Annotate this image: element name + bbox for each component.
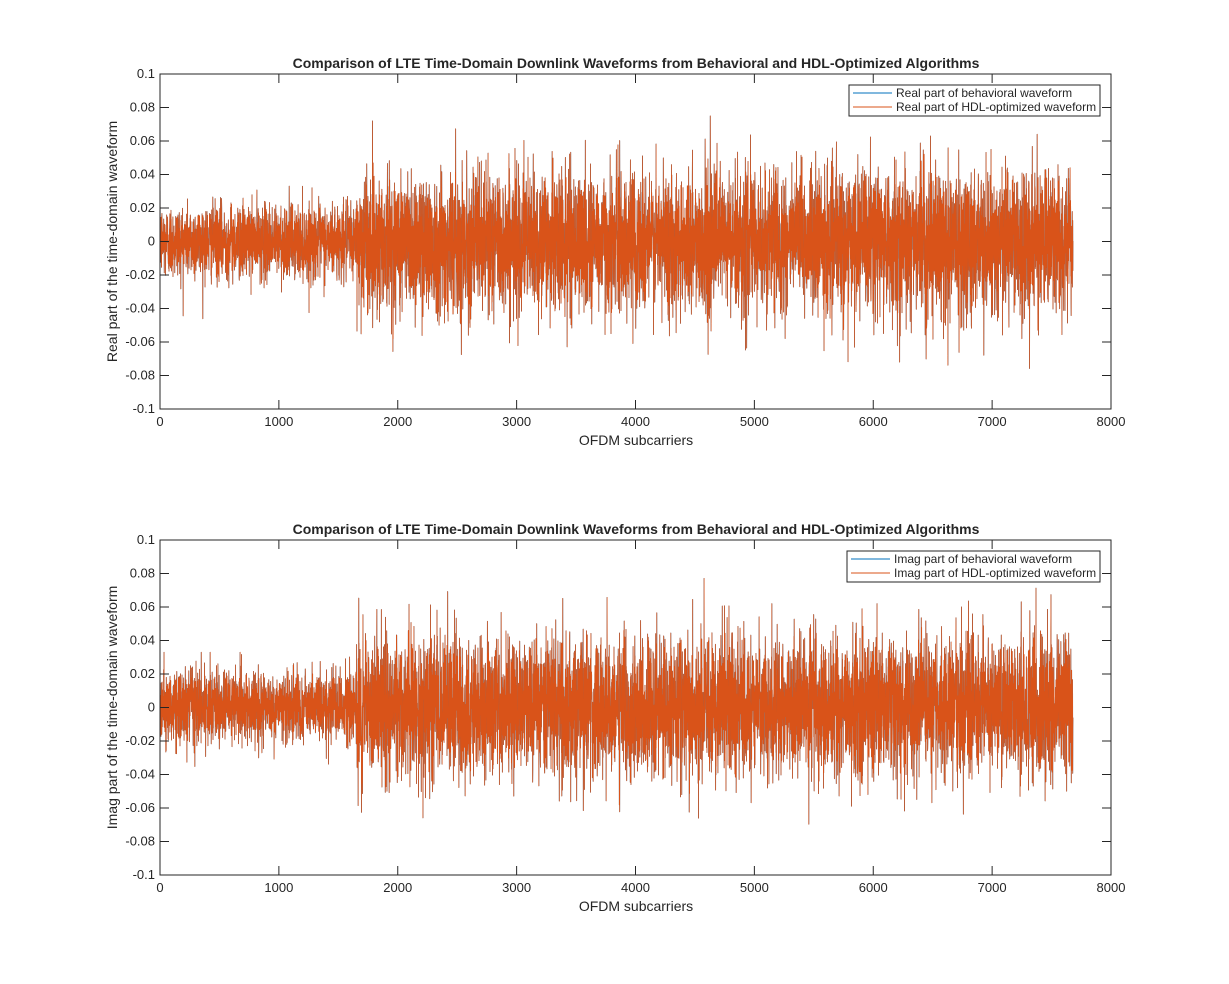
bottom-plot-y-tick-label: -0.04 (125, 767, 155, 782)
bottom-plot-x-tick-label: 1000 (264, 880, 293, 895)
top-plot-y-tick-label: -0.02 (125, 267, 155, 282)
top-plot-y-tick-label: 0.08 (130, 100, 155, 115)
top-plot-x-tick-label: 4000 (621, 414, 650, 429)
top-plot-y-tick-label: -0.06 (125, 334, 155, 349)
top-plot-title: Comparison of LTE Time-Domain Downlink W… (293, 55, 980, 71)
bottom-plot-title: Comparison of LTE Time-Domain Downlink W… (293, 521, 980, 537)
bottom-plot-x-tick-label: 5000 (740, 880, 769, 895)
top-plot-series-hdl-optimized (159, 115, 1074, 369)
top-plot-x-label: OFDM subcarriers (579, 432, 693, 448)
top-plot-x-tick-label: 8000 (1097, 414, 1126, 429)
bottom-plot-series-hdl-optimized (159, 577, 1074, 825)
top-plot-legend-entry-behavioral: Real part of behavioral waveform (896, 86, 1072, 100)
top-plot-legend-box (848, 84, 1101, 117)
bottom-plot-legend: Imag part of behavioral waveform Imag pa… (846, 550, 1101, 583)
bottom-plot-x-ticks: 0 1000 2000 3000 4000 5000 6000 7000 8000 (156, 540, 1125, 895)
top-plot-legend: Real part of behavioral waveform Real pa… (848, 84, 1101, 117)
bottom-plot-y-tick-label: -0.1 (133, 867, 155, 882)
bottom-plot-x-label: OFDM subcarriers (579, 898, 693, 914)
bottom-plot-y-tick-label: -0.06 (125, 800, 155, 815)
bottom-plot-x-tick-label: 0 (156, 880, 163, 895)
top-plot-y-tick-label: -0.1 (133, 401, 155, 416)
top-plot-x-tick-label: 2000 (383, 414, 412, 429)
bottom-plot-legend-entry-behavioral: Imag part of behavioral waveform (894, 552, 1072, 566)
bottom-plot-traces (159, 577, 1074, 825)
top-plot-x-tick-label: 7000 (978, 414, 1007, 429)
top-plot-x-tick-label: 1000 (264, 414, 293, 429)
top-plot-x-tick-label: 5000 (740, 414, 769, 429)
top-plot-x-ticks: 0 1000 2000 3000 4000 5000 6000 7000 8000 (156, 74, 1125, 429)
bottom-plot-y-tick-label: 0.04 (130, 633, 155, 648)
top-plot: Comparison of LTE Time-Domain Downlink W… (104, 55, 1125, 448)
bottom-plot-y-tick-label: -0.08 (125, 834, 155, 849)
bottom-plot-legend-entry-hdl: Imag part of HDL-optimized waveform (894, 566, 1096, 580)
top-plot-y-tick-label: -0.04 (125, 301, 155, 316)
bottom-plot-y-tick-label: -0.02 (125, 733, 155, 748)
bottom-plot-x-tick-label: 4000 (621, 880, 650, 895)
bottom-plot-x-tick-label: 6000 (859, 880, 888, 895)
top-plot-x-tick-label: 6000 (859, 414, 888, 429)
top-plot-y-tick-label: 0.04 (130, 167, 155, 182)
top-plot-y-label: Real part of the time-domain waveform (104, 121, 120, 362)
top-plot-x-tick-label: 0 (156, 414, 163, 429)
top-plot-traces (159, 115, 1074, 369)
top-plot-y-ticks: -0.1 -0.08 -0.06 -0.04 -0.02 0 0.02 0.04 0.06 0.0… (125, 66, 1111, 416)
top-plot-y-tick-label: 0.1 (137, 66, 155, 81)
bottom-plot-x-tick-label: 8000 (1097, 880, 1126, 895)
bottom-plot-x-tick-label: 7000 (978, 880, 1007, 895)
bottom-plot: Comparison of LTE Time-Domain Downlink W… (104, 521, 1125, 914)
bottom-plot-y-tick-label: 0.06 (130, 599, 155, 614)
bottom-plot-y-tick-label: 0.08 (130, 566, 155, 581)
top-plot-y-tick-label: 0.02 (130, 200, 155, 215)
bottom-plot-x-tick-label: 2000 (383, 880, 412, 895)
top-plot-y-tick-label: 0 (148, 234, 155, 249)
bottom-plot-y-tick-label: 0.02 (130, 666, 155, 681)
top-plot-x-tick-label: 3000 (502, 414, 531, 429)
bottom-plot-y-ticks: -0.1 -0.08 -0.06 -0.04 -0.02 0 0.02 0.04 0.06 0.0… (125, 532, 1111, 882)
bottom-plot-y-tick-label: 0 (148, 700, 155, 715)
bottom-plot-y-tick-label: 0.1 (137, 532, 155, 547)
bottom-plot-x-tick-label: 3000 (502, 880, 531, 895)
top-plot-y-tick-label: -0.08 (125, 368, 155, 383)
top-plot-legend-entry-hdl: Real part of HDL-optimized waveform (896, 100, 1096, 114)
bottom-plot-legend-box (846, 550, 1101, 583)
top-plot-y-tick-label: 0.06 (130, 133, 155, 148)
bottom-plot-y-label: Imag part of the time-domain waveform (104, 586, 120, 830)
